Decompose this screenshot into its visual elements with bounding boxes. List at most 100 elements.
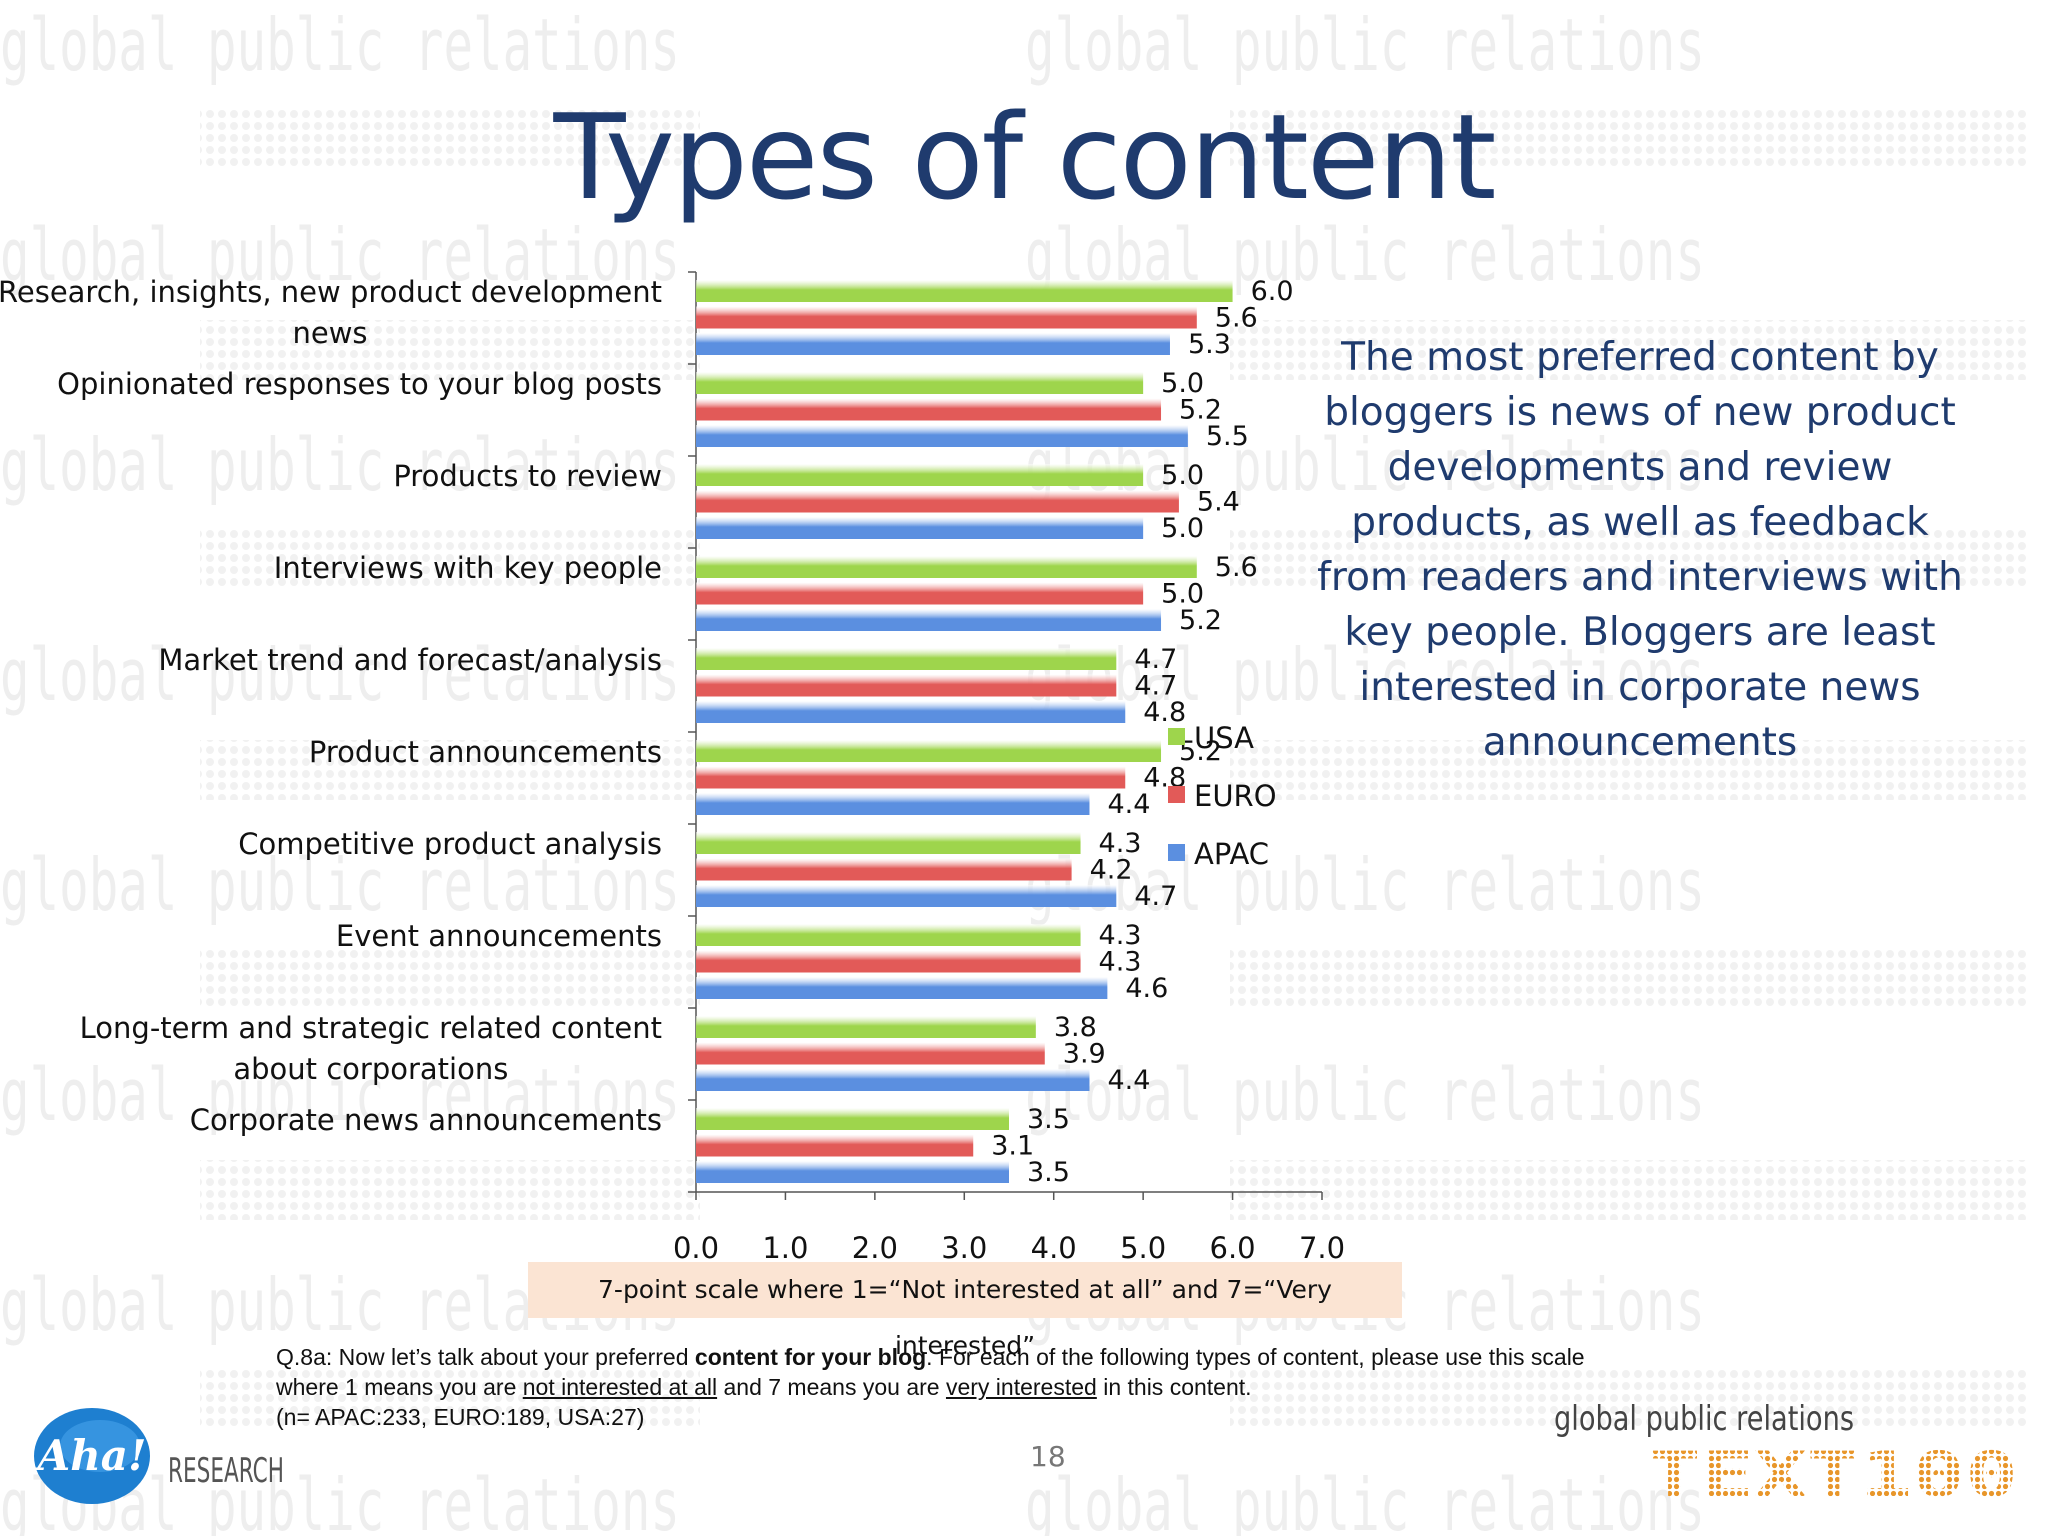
bar-apac (696, 701, 1126, 723)
bar-euro (696, 950, 1081, 973)
watermark-text: global public relations (1025, 843, 1705, 927)
value-label: 4.4 (1107, 789, 1150, 820)
bar-apac (696, 333, 1170, 355)
watermark-dots (200, 320, 700, 380)
bar-usa (696, 556, 1197, 578)
value-label: 3.5 (1027, 1104, 1070, 1135)
question-text: where 1 means you are (276, 1374, 523, 1400)
category-label: Event announcements (336, 919, 662, 953)
watermark-dots (1230, 1370, 2030, 1430)
watermark-dots (200, 950, 700, 1010)
category-label: news (292, 316, 367, 350)
question-line-2: where 1 means you are not interested at … (276, 1372, 1836, 1402)
question-underline: very interested (945, 1374, 1097, 1400)
bar-euro (696, 306, 1197, 329)
x-tick-label: 7.0 (1299, 1231, 1345, 1265)
value-label: 5.0 (1161, 513, 1204, 544)
question-bold: content for your blog (694, 1344, 927, 1370)
value-label: 4.3 (1099, 828, 1142, 859)
value-label: 4.8 (1143, 697, 1186, 728)
aha-logo-text: Aha! (34, 1431, 147, 1480)
bar-usa (696, 280, 1233, 302)
x-tick-label: 5.0 (1120, 1231, 1166, 1265)
value-label: 5.2 (1179, 605, 1222, 636)
value-label: 3.9 (1063, 1039, 1106, 1070)
category-label: Opinionated responses to your blog posts (57, 367, 662, 401)
watermark-dots (1230, 320, 2030, 380)
value-label: 5.3 (1188, 329, 1231, 360)
legend-label-euro: EURO (1194, 779, 1277, 813)
watermark-text: global public relations (0, 633, 680, 717)
watermark-dots (200, 1160, 700, 1220)
bar-apac (696, 425, 1188, 447)
value-label: 4.7 (1134, 881, 1177, 912)
watermark-text: global public relations (1025, 1053, 1705, 1137)
watermark-text: global public relations (1025, 633, 1705, 717)
watermark-dots (200, 110, 700, 170)
x-tick-label: 6.0 (1210, 1231, 1256, 1265)
bar-usa (696, 1016, 1036, 1038)
value-label: 4.3 (1099, 920, 1142, 951)
legend-swatch-euro (1168, 786, 1185, 803)
bar-euro (696, 1042, 1045, 1065)
value-label: 5.6 (1215, 303, 1258, 334)
slide-title: Types of content (553, 88, 1496, 226)
value-label: 5.4 (1197, 487, 1240, 518)
bar-apac (696, 885, 1117, 907)
watermark-dots (200, 530, 700, 590)
watermark-text: global public relations (0, 3, 680, 87)
question-underline: not interested at all (522, 1374, 718, 1400)
bar-usa (696, 464, 1144, 486)
value-label: 4.4 (1107, 1065, 1150, 1096)
bar-usa (696, 740, 1162, 762)
question-line-1: Q.8a: Now let’s talk about your preferre… (276, 1342, 1836, 1372)
bar-apac (696, 793, 1090, 815)
value-label: 6.0 (1251, 276, 1294, 307)
bar-euro (696, 674, 1117, 697)
text100-tagline: global public relations (1554, 1399, 1854, 1439)
bar-usa (696, 924, 1081, 946)
value-label: 5.0 (1161, 368, 1204, 399)
value-label: 3.1 (991, 1131, 1034, 1162)
watermark-dots (1230, 950, 2030, 1010)
watermark-dots (1230, 530, 2030, 590)
x-tick-label: 3.0 (941, 1231, 987, 1265)
category-label: Product announcements (309, 735, 662, 769)
watermark-dots (200, 1370, 700, 1430)
category-label: Market trend and forecast/analysis (158, 643, 662, 677)
legend-label-apac: APAC (1194, 837, 1269, 871)
x-tick-label: 2.0 (852, 1231, 898, 1265)
bar-euro (696, 766, 1126, 789)
watermark-dots (200, 740, 700, 800)
category-label: Long-term and strategic related content (80, 1011, 662, 1045)
text100-wordmark: TEXT100 (1648, 1438, 2018, 1511)
bar-apac (696, 1161, 1009, 1183)
watermark-dots (1230, 110, 2030, 170)
watermark-text: global public relations (0, 1053, 680, 1137)
value-label: 5.5 (1206, 421, 1249, 452)
value-label: 5.2 (1179, 736, 1222, 767)
bar-euro (696, 1134, 974, 1157)
x-tick-label: 1.0 (762, 1231, 808, 1265)
value-label: 4.6 (1125, 973, 1168, 1004)
watermark-text: global public relations (1025, 3, 1705, 87)
aha-research-logo: Aha! RESEARCH (34, 1408, 284, 1504)
watermark-text: global public relations (0, 213, 680, 297)
value-label: 3.5 (1027, 1157, 1070, 1188)
legend-label-usa: USA (1194, 721, 1254, 755)
bar-euro (696, 582, 1144, 605)
bar-usa (696, 832, 1081, 854)
bar-usa (696, 648, 1117, 670)
value-label: 4.3 (1099, 947, 1142, 978)
value-label: 5.2 (1179, 395, 1222, 426)
scale-note: 7-point scale where 1=“Not interested at… (528, 1262, 1402, 1360)
survey-question: Q.8a: Now let’s talk about your preferre… (276, 1342, 1836, 1432)
category-label: Interviews with key people (274, 551, 662, 585)
value-label: 5.0 (1161, 460, 1204, 491)
watermark-dots (1230, 1160, 2030, 1220)
question-text: and 7 means you are (717, 1374, 946, 1400)
value-label: 5.0 (1161, 579, 1204, 610)
bar-euro (696, 490, 1179, 513)
watermark-text: global public relations (1025, 1463, 1705, 1536)
